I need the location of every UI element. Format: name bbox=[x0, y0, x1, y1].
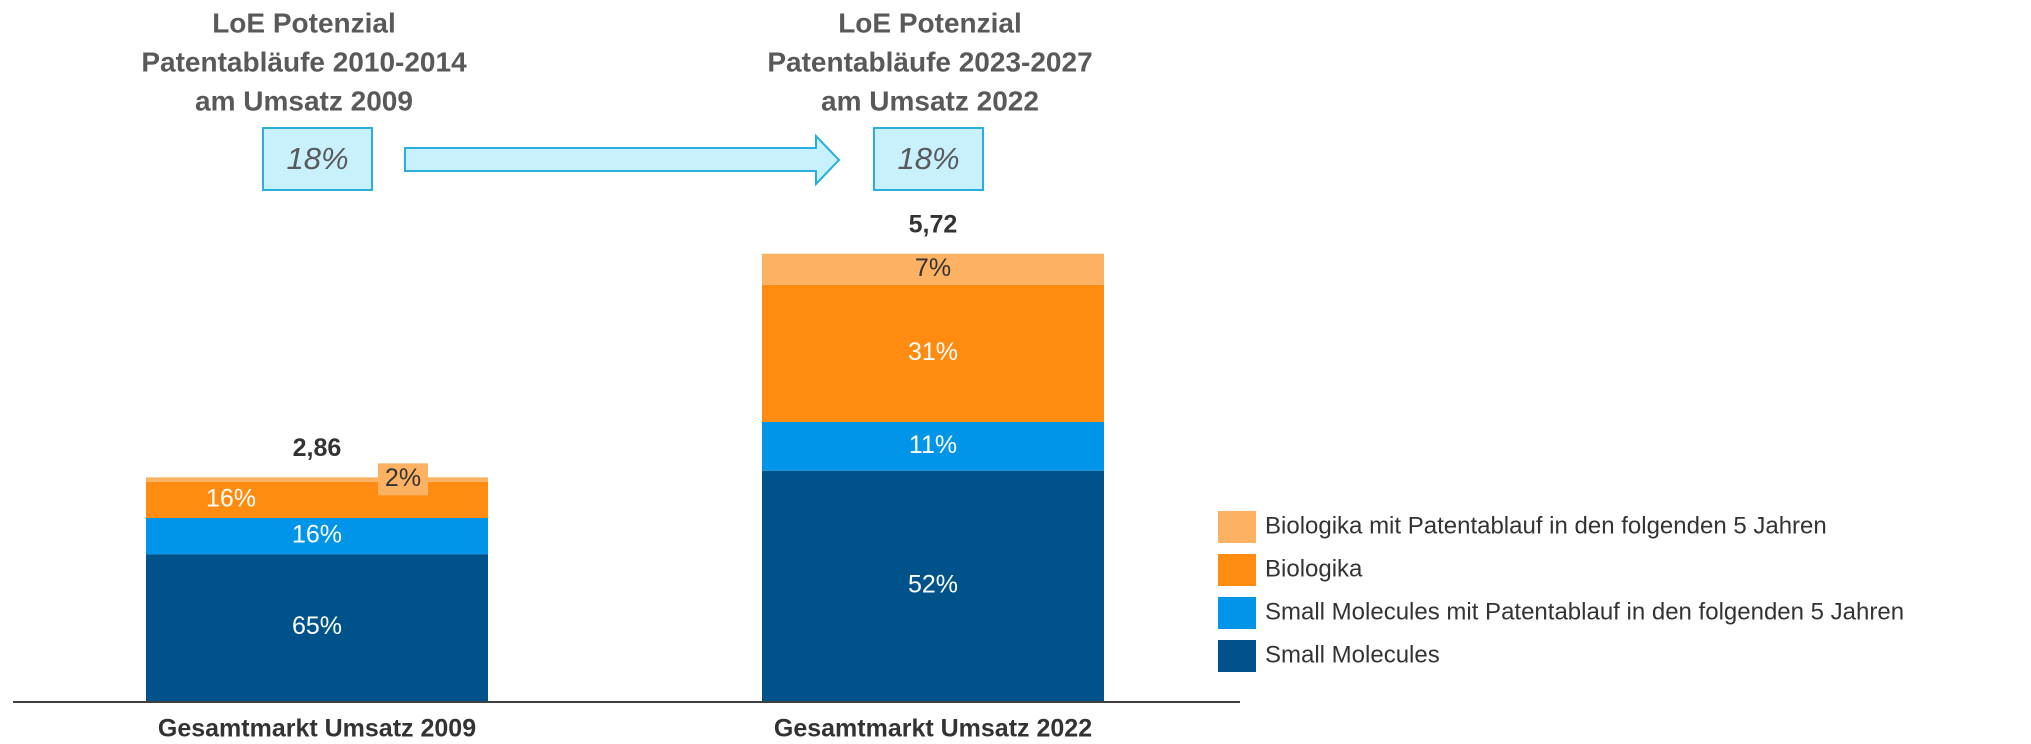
total-label: 2,86 bbox=[293, 434, 342, 462]
segment-label: 16% bbox=[292, 521, 342, 549]
legend-swatch bbox=[1218, 511, 1256, 543]
segment-label: 16% bbox=[206, 485, 256, 513]
legend-label: Small Molecules mit Patentablauf in den … bbox=[1265, 598, 1904, 625]
bar-segment bbox=[762, 284, 1104, 422]
bar-segment bbox=[146, 518, 488, 555]
annotation-value: 18% bbox=[286, 141, 348, 176]
x-tick-label: Gesamtmarkt Umsatz 2009 bbox=[158, 715, 476, 743]
segment-label: 65% bbox=[292, 612, 342, 640]
legend-swatch bbox=[1218, 554, 1256, 586]
annotation-title: am Umsatz 2022 bbox=[821, 85, 1039, 116]
legend-label: Biologika bbox=[1265, 555, 1363, 582]
segment-label: 11% bbox=[909, 431, 957, 459]
segment-label: 2% bbox=[385, 464, 421, 492]
segment-label: 31% bbox=[908, 338, 958, 366]
total-label: 5,72 bbox=[909, 210, 958, 238]
segment-label: 7% bbox=[915, 254, 951, 282]
legend-label: Biologika mit Patentablauf in den folgen… bbox=[1265, 512, 1827, 539]
bar-segment bbox=[146, 554, 488, 701]
annotation-title: Patentabläufe 2023-2027 bbox=[767, 46, 1092, 77]
annotation-box bbox=[873, 127, 984, 191]
annotation-title: am Umsatz 2009 bbox=[195, 85, 413, 116]
bar-segment bbox=[146, 477, 488, 482]
bar-segment bbox=[762, 470, 1104, 701]
annotation-title: LoE Potenzial bbox=[212, 7, 396, 38]
arrow bbox=[404, 133, 841, 187]
bar-segment bbox=[762, 253, 1104, 285]
x-tick-label: Gesamtmarkt Umsatz 2022 bbox=[774, 715, 1092, 743]
bar-segment bbox=[146, 481, 488, 519]
legend-label: Small Molecules bbox=[1265, 641, 1440, 668]
bar-segment bbox=[762, 421, 1104, 471]
legend-swatch bbox=[1218, 640, 1256, 672]
annotation-title: LoE Potenzial bbox=[838, 7, 1022, 38]
annotation-value: 18% bbox=[897, 141, 959, 176]
legend-swatch bbox=[1218, 597, 1256, 629]
label-box bbox=[378, 463, 428, 496]
segment-label: 52% bbox=[908, 570, 958, 598]
annotation-box bbox=[262, 127, 373, 191]
annotation-title: Patentabläufe 2010-2014 bbox=[141, 46, 467, 77]
